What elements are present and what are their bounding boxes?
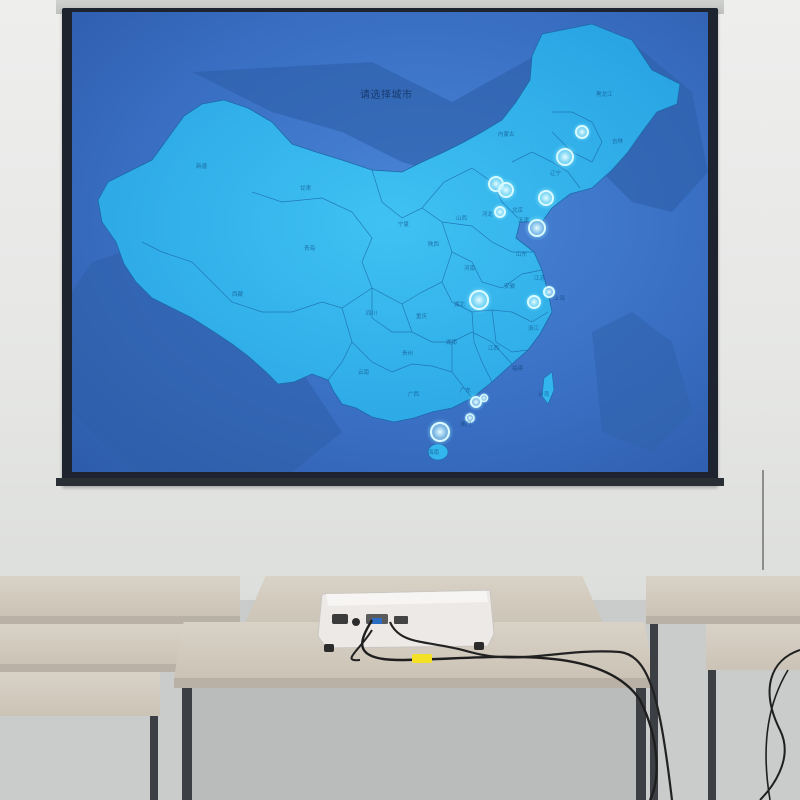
province-label: 河南 [464, 266, 476, 272]
province-label: 贵州 [402, 351, 414, 357]
city-marker [426, 418, 454, 446]
taiwan-island [541, 371, 555, 405]
province-label: 吉林 [612, 139, 624, 145]
province-label: 云南 [358, 370, 370, 376]
province-label: 山东 [516, 252, 528, 258]
province-label: 江西 [488, 346, 500, 352]
screen-bottom-bar [56, 478, 724, 486]
province-label: 四川 [366, 311, 378, 317]
city-marker [463, 411, 477, 425]
province-label: 辽宁 [550, 171, 562, 177]
map-title: 请选择城市 [360, 90, 413, 101]
province-label: 上海 [554, 296, 566, 302]
province-borders [141, 111, 603, 399]
city-marker [478, 392, 490, 404]
neighbor-land [592, 312, 692, 452]
city-markers [426, 122, 592, 446]
projector [316, 584, 496, 656]
province-label: 山西 [456, 216, 468, 222]
china-map [72, 23, 708, 472]
province-label: 宁夏 [398, 222, 410, 228]
province-label: 广西 [408, 392, 420, 398]
province-label: 澳门 [460, 422, 472, 428]
city-marker [465, 286, 493, 314]
province-label: 浙江 [528, 326, 540, 332]
city-marker [524, 215, 550, 241]
left-table [0, 576, 240, 800]
city-marker [534, 186, 558, 210]
projected-map-screen: 请选择城市 黑龙江 吉林 辽宁 内蒙古 新疆 甘肃 宁夏 山西 河北 北京 天津… [72, 12, 708, 472]
province-label: 江苏 [534, 276, 546, 282]
province-label: 北京 [512, 208, 524, 214]
province-label: 天津 [518, 218, 530, 224]
city-marker [491, 203, 509, 221]
neighbor-land [72, 242, 342, 472]
province-label: 新疆 [196, 164, 208, 170]
city-marker [494, 178, 518, 202]
province-label: 陕西 [428, 242, 440, 248]
province-label: 湖北 [454, 302, 466, 308]
province-label: 福建 [512, 366, 524, 372]
province-label: 内蒙古 [498, 132, 515, 138]
right-table [646, 576, 800, 800]
province-label: 青海 [304, 246, 316, 252]
city-marker [524, 292, 544, 312]
city-marker [552, 144, 578, 170]
province-label: 台湾 [538, 392, 550, 398]
province-label: 湖南 [446, 340, 458, 346]
city-marker [572, 122, 592, 142]
province-label: 黑龙江 [596, 92, 613, 98]
province-label: 甘肃 [300, 186, 312, 192]
province-label: 安徽 [504, 284, 516, 290]
wall-cable [762, 470, 764, 570]
province-label: 河北 [482, 212, 494, 218]
province-label: 重庆 [416, 314, 428, 320]
province-label: 西藏 [232, 292, 244, 298]
province-label: 广东 [460, 388, 472, 394]
province-label: 海南 [428, 450, 440, 456]
city-marker [541, 284, 557, 300]
